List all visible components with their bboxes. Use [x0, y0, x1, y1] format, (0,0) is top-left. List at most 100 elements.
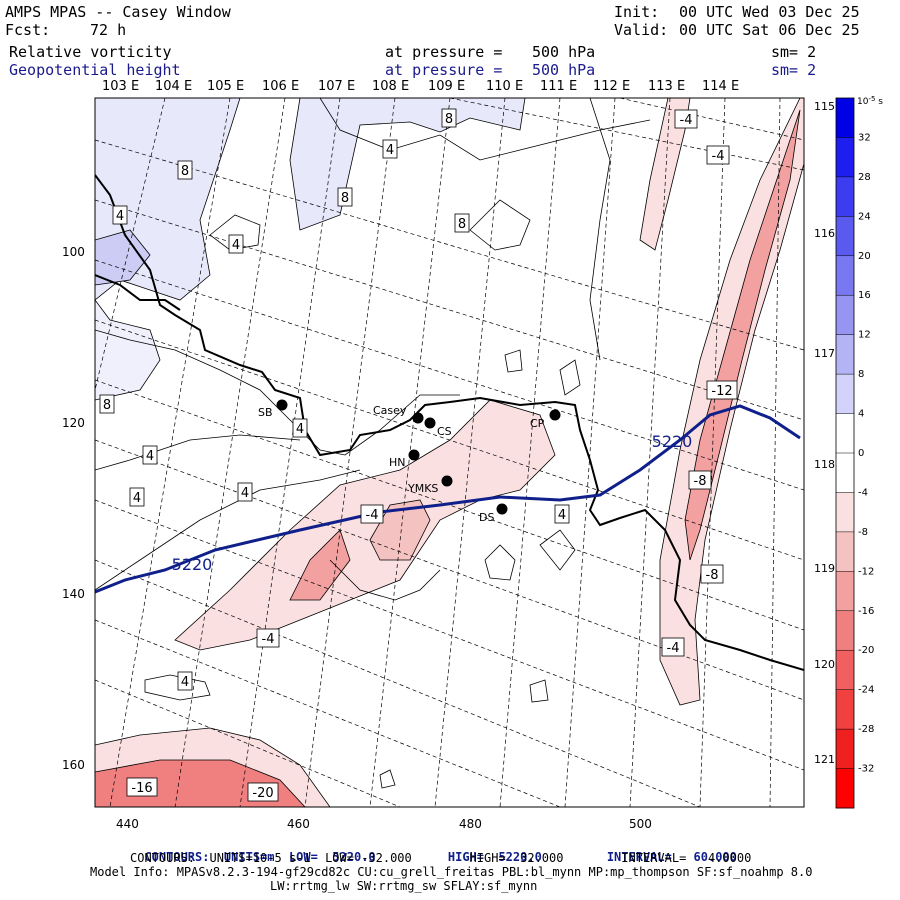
- lon-line: [95, 98, 166, 391]
- top-longitude-label: 108 E: [372, 79, 409, 94]
- station-marker-cp: [549, 409, 561, 421]
- colorbar-unit-base: 10: [857, 97, 869, 107]
- negative-contour-label: -20: [247, 782, 279, 802]
- init-label: Init:: [614, 3, 660, 21]
- x-tick-label: 500: [629, 817, 652, 831]
- positive-contour-label: 8: [337, 187, 353, 207]
- contour-label-text: -20: [252, 786, 273, 801]
- graticule: [95, 98, 804, 807]
- colorbar-label: 0: [858, 448, 864, 459]
- colorbar-segment: [836, 413, 854, 454]
- contour-label-box: [706, 145, 730, 165]
- contour-line: [319, 98, 651, 161]
- colorbar-segment: [836, 255, 854, 296]
- top-longitude-label: 103 E: [102, 79, 139, 94]
- contour-label-box: [237, 482, 253, 502]
- coastline-west: [95, 274, 181, 311]
- contour-label-text: 4: [241, 486, 249, 501]
- station-label-casey: Casey: [373, 404, 407, 417]
- lat-line: [95, 559, 701, 807]
- contour-label-box: [700, 564, 724, 584]
- contour-label-box: [247, 782, 279, 802]
- colorbar-label: 28: [858, 172, 871, 183]
- x-tick-label: 440: [116, 817, 139, 831]
- x-tick-label: 460: [287, 817, 310, 831]
- negative-vorticity-area-central-core: [289, 529, 351, 601]
- lon-line: [699, 98, 726, 807]
- contour-label-text: 4: [181, 675, 189, 690]
- colorbar-label: 24: [858, 211, 871, 222]
- positive-contour-label: 8: [441, 108, 457, 128]
- top-longitude-labels: 103 E 104 E 105 E 106 E 107 E 108 E 109 E 110 E…: [102, 79, 739, 94]
- top-longitude-label: 104 E: [155, 79, 192, 94]
- negative-vorticity-area-central-core2: [369, 499, 431, 561]
- contour-label-text: -8: [706, 568, 719, 583]
- negative-contour-label: -8: [700, 564, 724, 584]
- contour-labels: 8 4 8 8 4 8 4 8 4 4 4 4 4 4 -4 -4 -12 -8 -4 -8 -4 -4 -16 -20 522…: [99, 108, 738, 802]
- contour-label-box: [554, 504, 570, 524]
- colorbar-label: 16: [858, 290, 871, 301]
- lon-line: [564, 98, 616, 807]
- station-label-ds: DS: [479, 511, 494, 524]
- colorbar-segment: [836, 137, 854, 178]
- field-2-name: Geopotential height: [9, 61, 181, 79]
- contour-label-text: 4: [116, 209, 124, 224]
- lat-line: [95, 379, 804, 631]
- contour-label-text: -8: [694, 474, 707, 489]
- colorbar-segment: [836, 689, 854, 730]
- colorbar-segment: [836, 334, 854, 375]
- contour-line: [504, 349, 523, 373]
- station-label-ymks: YMKS: [407, 482, 438, 495]
- contour-label-box: [126, 777, 158, 797]
- lat-line: [95, 139, 804, 351]
- negative-contour-label: -4: [661, 637, 685, 657]
- field-1-name: Relative vorticity: [9, 43, 172, 61]
- colorbar-segment: [836, 453, 854, 493]
- positive-vorticity-area-top: [289, 98, 526, 231]
- contour-line: [484, 544, 516, 581]
- colorbar-unit-exp: -5: [868, 95, 875, 103]
- station-label-sb: SB: [258, 406, 273, 419]
- colorbar-label: -20: [858, 645, 874, 656]
- y-tick-label: 120: [62, 416, 85, 430]
- lon-line: [174, 98, 286, 807]
- height-contour-5220: [95, 404, 801, 594]
- colorbar-label: 32: [858, 132, 871, 143]
- contour-line: [95, 434, 301, 471]
- contour-label-text: 8: [103, 398, 111, 413]
- contour-label-text: 4: [296, 422, 304, 437]
- contour-label-box: [292, 418, 308, 438]
- plot-frame: [94, 97, 805, 808]
- top-longitude-label: 114 E: [702, 79, 739, 94]
- contour-label-text: -12: [711, 384, 732, 399]
- field-1-pressure: 500 hPa: [532, 43, 596, 61]
- contour-label-text: 8: [181, 164, 189, 179]
- colorbar-segment: [836, 650, 854, 691]
- contour-label-box: [129, 487, 145, 507]
- top-longitude-label: 107 E: [318, 79, 355, 94]
- valid-time: 00 UTC Sat 06 Dec 25: [679, 21, 860, 39]
- station-marker-ymks: [441, 475, 453, 487]
- top-longitude-label: 105 E: [207, 79, 244, 94]
- positive-contour-label: 4: [382, 139, 398, 159]
- negative-contour-label: -4: [706, 145, 730, 165]
- negative-contour-label: -4: [256, 628, 280, 648]
- top-longitude-label: 106 E: [262, 79, 299, 94]
- positive-contour-label: 4: [112, 205, 128, 225]
- lon-line: [769, 98, 781, 807]
- station-marker-cs: [424, 417, 436, 429]
- footer-vorticity-contours: CONTOURS: UNITS=10-5 s-1 LOW= -32.000 HI…: [130, 851, 752, 865]
- contour-label-text: 4: [146, 449, 154, 464]
- contour-label-text: -16: [131, 781, 152, 796]
- lat-line: [95, 319, 804, 561]
- colorbar-label: -16: [858, 606, 874, 617]
- x-axis: 440 460 480 500: [116, 817, 652, 831]
- contour-label-box: [382, 139, 398, 159]
- contour-line: [539, 529, 576, 571]
- contour-label-box: [360, 504, 384, 524]
- station-label-cs: CS: [437, 425, 452, 438]
- negative-vorticity-band-east-core: [684, 109, 801, 561]
- station-label-hn: HN: [389, 456, 406, 469]
- contour-label-box: [661, 637, 685, 657]
